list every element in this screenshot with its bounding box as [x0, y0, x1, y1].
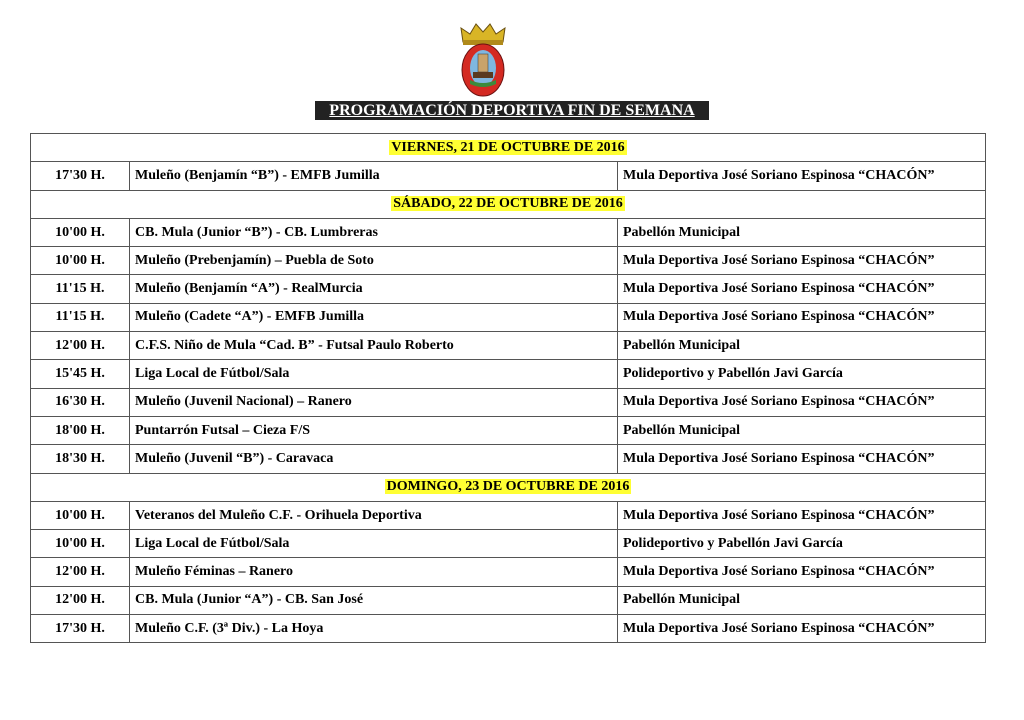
event-venue: Mula Deportiva José Soriano Espinosa “CH…	[617, 614, 986, 644]
event-match: CB. Mula (Junior “A”) - CB. San José	[129, 585, 618, 616]
event-row: 10'00 H. Muleño (Prebenjamín) – Puebla de…	[30, 246, 986, 276]
event-time: 15'45 H.	[30, 359, 130, 389]
event-time: 18'00 H.	[30, 415, 130, 446]
event-venue: Pabellón Municipal	[617, 585, 986, 616]
day-label: VIERNES, 21 DE OCTUBRE DE 2016	[389, 139, 627, 155]
event-match: Muleño (Juvenil Nacional) – Ranero	[129, 387, 618, 417]
event-match: Muleño (Benjamín “A”) - RealMurcia	[129, 274, 618, 304]
event-time: 11'15 H.	[30, 302, 130, 333]
event-row: 11'15 H. Muleño (Benjamín “A”) - RealMurc…	[30, 274, 986, 304]
event-match: Muleño C.F. (3ª Div.) - La Hoya	[129, 614, 618, 644]
event-time: 12'00 H.	[30, 331, 130, 361]
event-match: Muleño (Cadete “A”) - EMFB Jumilla	[129, 302, 618, 333]
event-time: 10'00 H.	[30, 529, 130, 559]
event-venue: Pabellón Municipal	[617, 331, 986, 361]
event-row: 17'30 H. Muleño C.F. (3ª Div.) - La Hoya M…	[30, 614, 986, 644]
event-row: 10'00 H. Veteranos del Muleño C.F. - Orih…	[30, 500, 986, 531]
event-row: 16'30 H. Muleño (Juvenil Nacional) – Rane…	[30, 387, 986, 417]
event-match: Veteranos del Muleño C.F. - Orihuela Dep…	[129, 500, 618, 531]
event-venue: Mula Deportiva José Soriano Espinosa “CH…	[617, 444, 986, 474]
event-match: Muleño (Prebenjamín) – Puebla de Soto	[129, 246, 618, 276]
page-title: PROGRAMACIÓN DEPORTIVA FIN DE SEMANA	[315, 101, 709, 120]
event-match: Liga Local de Fútbol/Sala	[129, 529, 618, 559]
day-header-row: VIERNES, 21 DE OCTUBRE DE 2016	[30, 132, 986, 163]
event-time: 10'00 H.	[30, 500, 130, 531]
coat-of-arms-logo	[460, 23, 506, 97]
event-time: 12'00 H.	[30, 585, 130, 616]
event-time: 17'30 H.	[30, 161, 130, 191]
event-row: 12'00 H. CB. Mula (Junior “A”) - CB. San …	[30, 585, 986, 616]
event-venue: Mula Deportiva José Soriano Espinosa “CH…	[617, 557, 986, 587]
day-header-row: DOMINGO, 23 DE OCTUBRE DE 2016	[30, 472, 986, 502]
event-match: C.F.S. Niño de Mula “Cad. B” - Futsal Pa…	[129, 331, 618, 361]
event-row: 12'00 H. C.F.S. Niño de Mula “Cad. B” - F…	[30, 331, 986, 361]
event-row: 11'15 H. Muleño (Cadete “A”) - EMFB Jumil…	[30, 302, 986, 333]
event-row: 18'00 H. Puntarrón Futsal – Cieza F/S Pabe…	[30, 415, 986, 446]
event-venue: Polideportivo y Pabellón Javi García	[617, 529, 986, 559]
event-match: Puntarrón Futsal – Cieza F/S	[129, 415, 618, 446]
event-time: 10'00 H.	[30, 246, 130, 276]
event-row: 18'30 H. Muleño (Juvenil “B”) - Caravaca M…	[30, 444, 986, 474]
event-venue: Mula Deportiva José Soriano Espinosa “CH…	[617, 302, 986, 333]
event-venue: Mula Deportiva José Soriano Espinosa “CH…	[617, 387, 986, 417]
event-time: 11'15 H.	[30, 274, 130, 304]
event-time: 18'30 H.	[30, 444, 130, 474]
event-match: CB. Mula (Junior “B”) - CB. Lumbreras	[129, 217, 618, 248]
event-match: Muleño (Juvenil “B”) - Caravaca	[129, 444, 618, 474]
event-venue: Mula Deportiva José Soriano Espinosa “CH…	[617, 274, 986, 304]
schedule-table: VIERNES, 21 DE OCTUBRE DE 2016 17'30 H. Mu…	[30, 132, 986, 644]
event-venue: Mula Deportiva José Soriano Espinosa “CH…	[617, 246, 986, 276]
event-venue: Pabellón Municipal	[617, 415, 986, 446]
day-header-row: SÁBADO, 22 DE OCTUBRE DE 2016	[30, 189, 986, 219]
event-venue: Pabellón Municipal	[617, 217, 986, 248]
event-row: 15'45 H. Liga Local de Fútbol/Sala Polidep…	[30, 359, 986, 389]
event-time: 16'30 H.	[30, 387, 130, 417]
event-row: 12'00 H. Muleño Féminas – Ranero Mula Depo…	[30, 557, 986, 587]
event-venue: Mula Deportiva José Soriano Espinosa “CH…	[617, 161, 986, 191]
event-venue: Mula Deportiva José Soriano Espinosa “CH…	[617, 500, 986, 531]
event-match: Liga Local de Fútbol/Sala	[129, 359, 618, 389]
event-row: 10'00 H. Liga Local de Fútbol/Sala Polidep…	[30, 529, 986, 559]
event-match: Muleño (Benjamín “B”) - EMFB Jumilla	[129, 161, 618, 191]
event-time: 12'00 H.	[30, 557, 130, 587]
event-row: 17'30 H. Muleño (Benjamín “B”) - EMFB Jum…	[30, 161, 986, 191]
event-time: 10'00 H.	[30, 217, 130, 248]
event-venue: Polideportivo y Pabellón Javi García	[617, 359, 986, 389]
day-label: DOMINGO, 23 DE OCTUBRE DE 2016	[384, 479, 632, 495]
event-time: 17'30 H.	[30, 614, 130, 644]
event-row: 10'00 H. CB. Mula (Junior “B”) - CB. Lumb…	[30, 217, 986, 248]
day-label: SÁBADO, 22 DE OCTUBRE DE 2016	[391, 196, 625, 212]
event-match: Muleño Féminas – Ranero	[129, 557, 618, 587]
